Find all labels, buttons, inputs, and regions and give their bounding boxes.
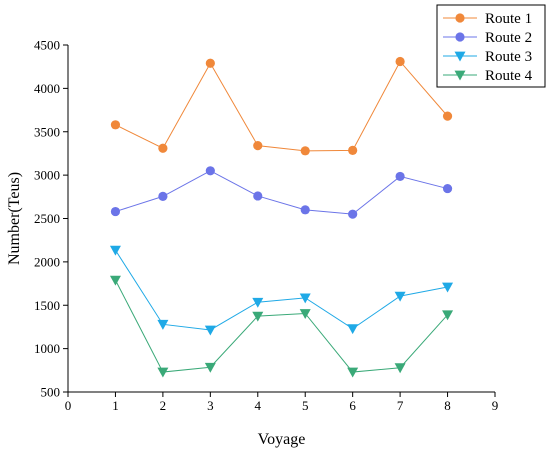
series-4 (109, 275, 454, 378)
x-tick-label: 9 (492, 398, 499, 413)
y-tick-label: 1500 (34, 298, 60, 313)
data-point (347, 367, 359, 378)
data-point (204, 362, 216, 373)
data-point (299, 309, 311, 319)
y-tick-label: 3000 (34, 168, 60, 183)
legend-marker (455, 13, 465, 23)
legend-label: Route 1 (485, 11, 532, 27)
y-axis-title: Number(Teus) (6, 172, 23, 265)
y-tick-label: 4000 (34, 81, 60, 96)
series-3 (109, 245, 454, 336)
series-line (115, 279, 448, 373)
legend: Route 1 Route 2 Route 3 Route 4 (436, 4, 546, 88)
data-point (442, 310, 454, 321)
y-tick-label: 4500 (34, 38, 60, 53)
data-point (204, 325, 216, 336)
x-tick-label: 5 (302, 398, 309, 413)
legend-item: Route 2 (443, 30, 532, 46)
legend-item: Route 1 (443, 11, 532, 27)
data-point (205, 166, 215, 176)
data-point (300, 146, 310, 156)
x-tick-label: 0 (65, 398, 72, 413)
x-tick-label: 8 (444, 398, 451, 413)
legend-marker (454, 70, 466, 81)
data-point (157, 367, 169, 378)
data-point (442, 111, 453, 121)
legend-item: Route 4 (443, 68, 533, 84)
data-point (442, 282, 454, 293)
data-point (348, 209, 358, 219)
data-point (394, 363, 406, 374)
series-line (115, 249, 448, 331)
data-point (300, 205, 310, 215)
x-tick-label: 3 (207, 398, 214, 413)
legend-box (436, 4, 546, 88)
data-point (110, 206, 121, 217)
data-point (253, 191, 263, 201)
y-tick-label: 2000 (34, 254, 60, 269)
data-point (252, 311, 264, 322)
data-point (109, 275, 121, 286)
series-2 (110, 166, 453, 219)
series-line (115, 60, 448, 152)
data-point (253, 141, 263, 151)
data-point (157, 319, 169, 330)
data-point (348, 145, 358, 156)
legend-marker (454, 51, 466, 62)
data-point (347, 324, 359, 335)
series-line (115, 170, 448, 215)
y-tick-label: 3500 (34, 124, 60, 139)
axes: 0 1 2 3 4 5 6 7 8 9 500 1000 1500 2000 2500 3000 3500 400… (34, 38, 498, 414)
data-point (205, 58, 215, 68)
y-tick-label: 500 (41, 385, 61, 400)
x-tick-label: 2 (160, 398, 167, 413)
data-point (158, 191, 168, 201)
x-tick-label: 7 (397, 398, 404, 413)
legend-item: Route 3 (443, 49, 532, 65)
data-point (158, 143, 168, 153)
data-point (395, 56, 405, 67)
data-point (109, 245, 121, 256)
series-1 (110, 56, 453, 156)
data-point (110, 120, 121, 130)
series-layer (109, 56, 454, 378)
legend-label: Route 4 (485, 68, 533, 84)
x-tick-label: 4 (255, 398, 262, 413)
data-point (299, 293, 311, 304)
y-tick-label: 2500 (34, 211, 60, 226)
x-tick-label: 6 (349, 398, 356, 413)
data-point (252, 297, 264, 308)
legend-marker (455, 32, 465, 42)
legend-label: Route 2 (485, 30, 532, 46)
data-point (442, 183, 453, 194)
x-tick-label: 1 (112, 398, 119, 413)
y-tick-label: 1000 (34, 341, 60, 356)
data-point (394, 291, 406, 302)
x-axis-title: Voyage (258, 431, 306, 448)
legend-label: Route 3 (485, 49, 532, 65)
data-point (395, 171, 405, 182)
